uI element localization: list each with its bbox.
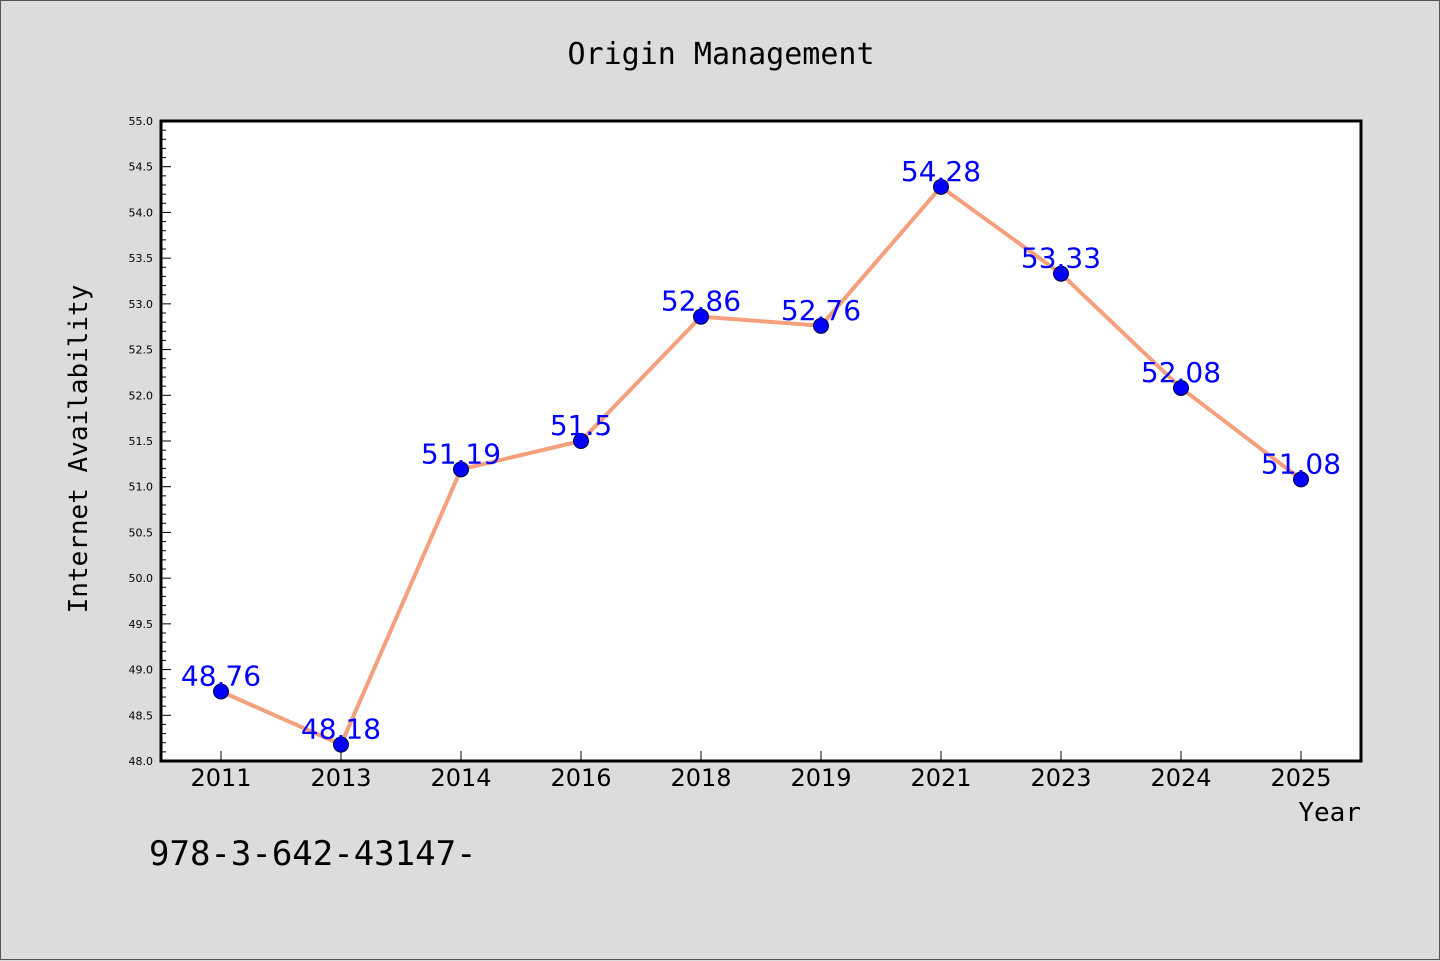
data-point <box>573 433 589 449</box>
y-tick-label: 55.0 <box>129 115 154 128</box>
data-label: 51.08 <box>1261 447 1341 480</box>
y-tick-label: 50.5 <box>129 526 154 539</box>
x-tick-label: 2014 <box>430 764 491 792</box>
data-point <box>1293 471 1309 488</box>
data-point <box>1173 379 1189 396</box>
data-point <box>813 317 829 334</box>
y-tick-label: 52.0 <box>129 389 154 402</box>
x-axis: 2011 2013 2014 2016 2018 2019 2021 2023 2024 2025 <box>190 751 1332 792</box>
x-tick-label: 2021 <box>910 764 971 792</box>
y-tick-label: 50.0 <box>129 572 154 585</box>
y-tick-label: 49.0 <box>129 664 154 677</box>
y-tick-label: 54.0 <box>129 206 154 219</box>
data-label: 51.19 <box>421 437 501 470</box>
footer-code: 978-3-642-43147- <box>149 834 477 874</box>
y-tick-label: 53.5 <box>129 252 154 265</box>
data-label: 51.5 <box>550 409 612 442</box>
y-tick-label: 53.0 <box>129 298 154 311</box>
series-line <box>220 184 1303 747</box>
y-tick-label: 54.5 <box>129 161 154 174</box>
data-point <box>1053 265 1069 282</box>
chart-title: Origin Management <box>567 37 874 72</box>
data-point <box>333 736 349 753</box>
data-point <box>453 461 469 478</box>
data-label: 48.18 <box>301 713 381 746</box>
y-tick-label: 52.5 <box>129 344 154 357</box>
plot-area <box>159 119 1363 763</box>
x-tick-label: 2023 <box>1030 764 1091 792</box>
y-axis: 48.0 48.5 49.0 49.5 50.0 50.5 51.0 51.5 52.0 52.5… <box>129 115 171 768</box>
data-point <box>693 308 709 325</box>
data-label: 52.76 <box>781 294 861 327</box>
data-label: 53.33 <box>1021 242 1101 275</box>
y-tick-label: 48.0 <box>129 755 154 768</box>
data-label: 48.76 <box>181 660 261 693</box>
x-axis-label: Year <box>1298 798 1361 828</box>
data-point <box>213 683 229 700</box>
x-tick-label: 2025 <box>1270 764 1331 792</box>
x-tick-label: 2019 <box>790 764 851 792</box>
data-point <box>933 178 949 195</box>
y-tick-label: 51.5 <box>129 435 154 448</box>
data-label: 54.28 <box>901 155 981 188</box>
y-axis-label: Internet Availability <box>64 285 94 614</box>
data-label: 52.86 <box>661 285 741 318</box>
y-tick-label: 49.5 <box>129 618 154 631</box>
x-tick-label: 2018 <box>670 764 731 792</box>
data-label: 52.08 <box>1141 356 1221 389</box>
y-tick-label: 48.5 <box>129 709 154 722</box>
x-tick-label: 2011 <box>190 764 251 792</box>
series-layer: 48.76 48.18 51.19 51.5 52.86 52.76 54.28 53.33 5… <box>181 155 1341 753</box>
x-tick-label: 2016 <box>550 764 611 792</box>
x-tick-label: 2024 <box>1150 764 1211 792</box>
y-tick-label: 51.0 <box>129 481 154 494</box>
x-tick-label: 2013 <box>310 764 371 792</box>
